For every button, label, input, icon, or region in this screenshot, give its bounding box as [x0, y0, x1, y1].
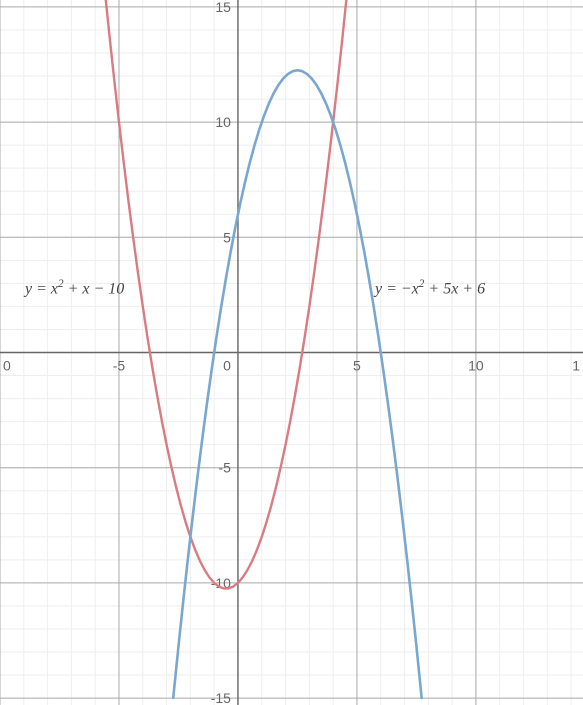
x-tick-label: 1 — [572, 358, 580, 374]
equation-label-red-parabola: y = x2 + x − 10 — [25, 278, 124, 298]
x-tick-label: 0 — [223, 358, 231, 374]
y-tick-label: -15 — [211, 690, 231, 705]
equation-label-blue-parabola: y = −x2 + 5x + 6 — [375, 278, 485, 298]
chart-svg: 0-50510115105-5-10-15 — [0, 0, 583, 705]
y-tick-label: 5 — [223, 229, 231, 245]
x-tick-label: 5 — [353, 358, 361, 374]
chart-container: 0-50510115105-5-10-15 y = x2 + x − 10y =… — [0, 0, 583, 705]
x-tick-label: 10 — [468, 358, 484, 374]
x-tick-label: -5 — [113, 358, 126, 374]
y-tick-label: 15 — [215, 0, 231, 15]
y-tick-label: -5 — [219, 460, 232, 476]
y-tick-label: 10 — [215, 114, 231, 130]
x-tick-label: 0 — [3, 358, 11, 374]
